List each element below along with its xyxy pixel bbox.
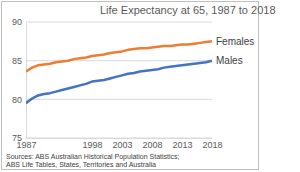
x-axis: 1987 1998 2003 2008 2013 2018 bbox=[16, 138, 222, 150]
x-tick: 2008 bbox=[142, 138, 162, 150]
legend-label: Males bbox=[216, 55, 243, 66]
chart-frame bbox=[2, 2, 259, 170]
x-tick: 1987 bbox=[16, 138, 36, 150]
x-tick-label: 1987 bbox=[16, 140, 36, 150]
x-tick: 2003 bbox=[112, 138, 132, 150]
grid-line bbox=[26, 99, 212, 100]
y-tick-label: 90 bbox=[12, 17, 22, 27]
x-tick-label: 1998 bbox=[82, 140, 102, 150]
y-tick: 90 bbox=[12, 17, 26, 27]
x-tick: 2013 bbox=[172, 138, 192, 150]
grid-line bbox=[26, 60, 212, 61]
x-tick-label: 2018 bbox=[202, 140, 222, 150]
series-line bbox=[26, 41, 212, 71]
grid bbox=[26, 22, 212, 138]
x-tick-label: 2013 bbox=[172, 140, 192, 150]
legend-label: Females bbox=[216, 36, 254, 47]
y-tick-label: 80 bbox=[12, 95, 22, 105]
x-tick-label: 2008 bbox=[142, 140, 162, 150]
chart: 75808590198719982003200820132018MalesFem… bbox=[0, 0, 300, 172]
series-line bbox=[26, 61, 212, 104]
y-axis-line bbox=[26, 23, 27, 139]
chart-title: Life Expectancy at 65, 1987 to 2018 bbox=[100, 4, 276, 16]
source-note: Sources: ABS Australian Historical Popul… bbox=[6, 153, 180, 161]
grid-line bbox=[26, 22, 212, 23]
x-tick: 2018 bbox=[202, 138, 222, 150]
legend: Males Females bbox=[216, 36, 254, 66]
y-axis: 75808590 bbox=[12, 17, 27, 143]
source-note: ABS Life Tables, States, Territories and… bbox=[6, 161, 156, 168]
plot-area bbox=[26, 41, 212, 103]
y-tick-label: 85 bbox=[12, 56, 22, 66]
x-tick-label: 2003 bbox=[112, 140, 132, 150]
y-tick: 85 bbox=[12, 56, 26, 66]
y-tick: 80 bbox=[12, 95, 26, 105]
x-axis-line bbox=[27, 138, 213, 139]
grid-line bbox=[26, 138, 212, 139]
x-tick: 1998 bbox=[82, 138, 102, 150]
